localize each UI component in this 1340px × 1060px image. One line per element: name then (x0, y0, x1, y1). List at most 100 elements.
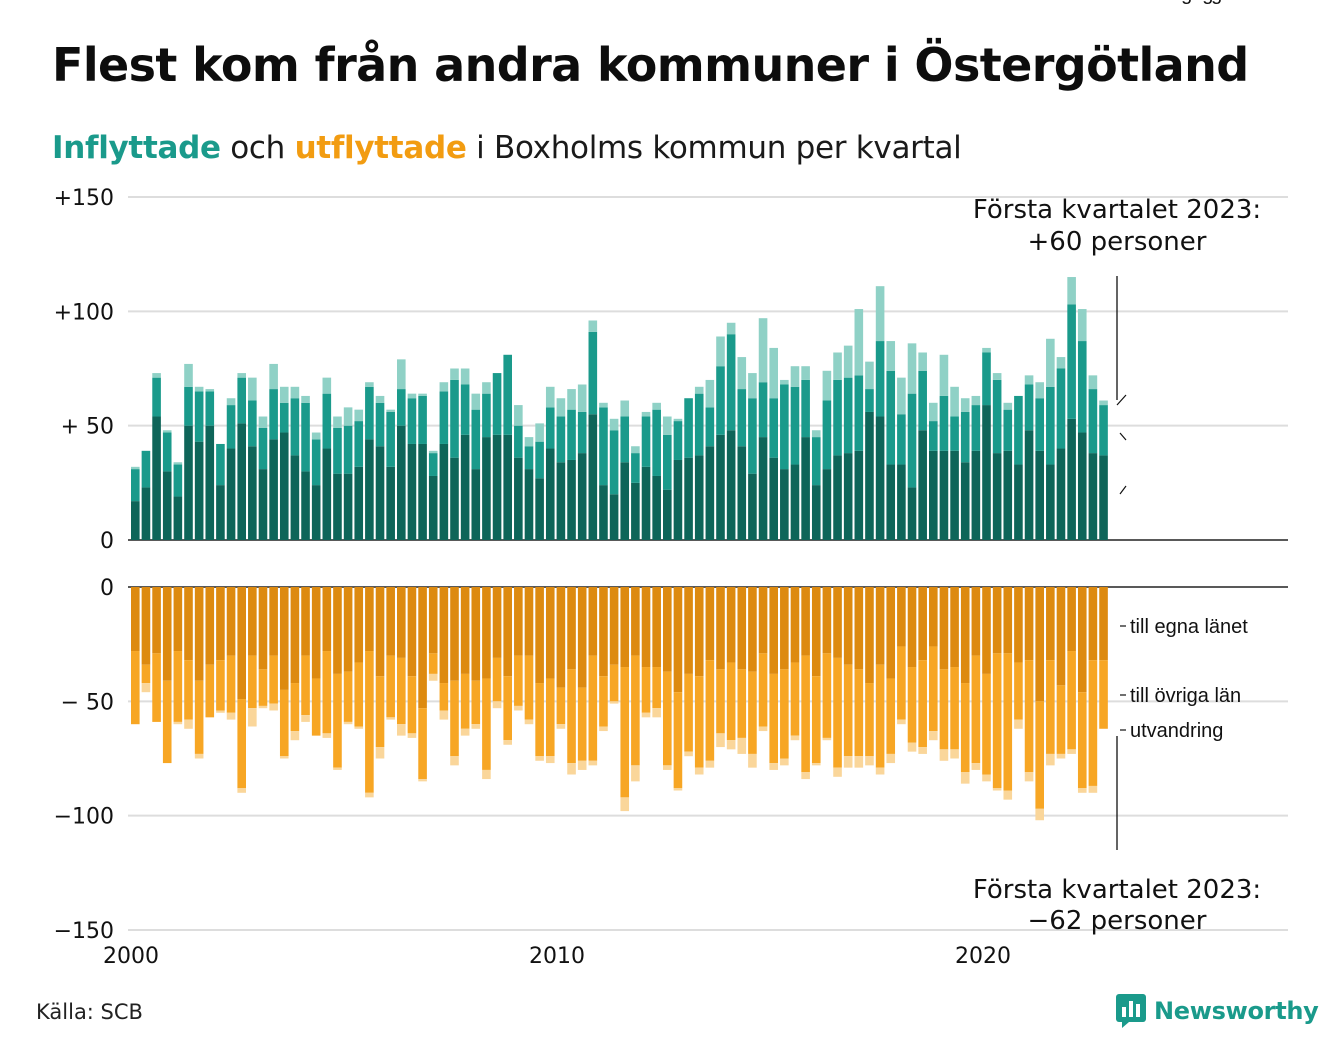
bar-in-0-82 (1003, 450, 1013, 540)
bar-out-0-13 (269, 587, 278, 656)
y-tick-bottom-1: − 50 (61, 690, 114, 715)
bar-out-0-64 (811, 587, 821, 677)
bar-in-2-27 (418, 393, 427, 396)
bar-in-0-26 (407, 443, 417, 540)
bar-out-1-64 (811, 676, 821, 764)
y-tick-bottom-3: −150 (54, 919, 114, 944)
bar-in-2-19 (333, 416, 342, 428)
bar-out-0-4 (173, 587, 183, 652)
bar-in-0-91 (1099, 455, 1108, 540)
bar-out-0-28 (428, 587, 438, 654)
bar-out-0-67 (843, 587, 853, 665)
bar-out-0-80 (982, 587, 991, 674)
bar-out-2-42 (577, 760, 587, 770)
bar-out-0-65 (822, 587, 832, 654)
bar-out-2-5 (184, 719, 193, 729)
bar-in-0-1 (141, 487, 151, 540)
bar-in-1-63 (801, 379, 810, 438)
bar-in-2-50 (663, 416, 672, 435)
bar-out-2-33 (482, 769, 491, 780)
bar-in-1-18 (322, 393, 332, 449)
bar-in-2-17 (311, 432, 321, 440)
bar-in-1-33 (482, 393, 491, 438)
bar-out-0-63 (801, 587, 810, 656)
bar-in-0-60 (769, 457, 778, 540)
bar-in-0-79 (971, 450, 981, 540)
bar-in-1-24 (386, 411, 395, 467)
bar-in-2-7 (205, 389, 215, 392)
bar-in-1-5 (184, 386, 193, 426)
bar-out-1-10 (237, 699, 246, 789)
bar-in-2-63 (801, 366, 810, 380)
bar-in-0-15 (290, 455, 300, 540)
bar-out-0-25 (397, 587, 406, 658)
bar-out-1-79 (971, 655, 981, 764)
bar-out-0-22 (365, 587, 374, 652)
bar-in-1-13 (269, 389, 278, 440)
bar-out-0-26 (407, 587, 417, 677)
bar-out-2-34 (492, 701, 502, 709)
bar-in-2-70 (875, 286, 885, 342)
bar-out-1-48 (641, 667, 651, 713)
bar-out-1-5 (184, 660, 193, 720)
bar-out-2-79 (971, 763, 981, 770)
bar-out-0-38 (535, 587, 544, 684)
bar-out-2-22 (365, 792, 374, 798)
bar-in-1-75 (929, 421, 938, 451)
bar-in-1-61 (780, 384, 789, 470)
bar-out-0-43 (588, 587, 598, 656)
bar-out-0-19 (333, 587, 342, 674)
bar-out-1-76 (939, 669, 949, 750)
bar-in-1-27 (418, 395, 427, 444)
bar-in-2-3 (162, 430, 172, 433)
bar-in-0-71 (886, 464, 896, 540)
bar-in-2-88 (1067, 277, 1076, 305)
bar-in-1-36 (514, 425, 523, 458)
bar-out-2-30 (450, 756, 459, 766)
bar-out-2-6 (194, 753, 204, 759)
bar-out-2-19 (333, 767, 342, 770)
bar-in-1-3 (162, 432, 172, 472)
bar-in-1-91 (1099, 405, 1108, 456)
bar-in-1-19 (333, 427, 342, 474)
y-tick-top-0: +150 (54, 186, 114, 211)
bar-in-1-57 (737, 389, 747, 447)
bar-in-2-66 (833, 352, 842, 380)
bar-in-2-36 (514, 405, 523, 426)
bar-in-1-64 (811, 437, 821, 486)
bar-in-0-70 (875, 416, 885, 540)
x-tick-2010: 2010 (529, 944, 585, 969)
bar-in-0-47 (631, 482, 640, 540)
x-tick-2020: 2020 (955, 944, 1011, 969)
bar-in-1-67 (843, 377, 853, 454)
bar-in-0-6 (194, 441, 204, 540)
bar-out-1-41 (567, 669, 576, 764)
bar-out-0-23 (375, 587, 385, 677)
bar-in-1-34 (492, 373, 502, 435)
bar-out-1-46 (620, 667, 630, 798)
bar-in-2-20 (343, 407, 353, 426)
bar-out-0-42 (577, 587, 587, 688)
bar-out-0-39 (545, 587, 555, 679)
bar-in-0-35 (503, 434, 512, 540)
bar-in-1-10 (237, 377, 246, 424)
bar-in-2-41 (567, 389, 576, 410)
bar-out-2-29 (439, 710, 449, 720)
bar-in-2-40 (556, 398, 566, 417)
bar-out-1-85 (1035, 701, 1044, 809)
bar-out-2-61 (780, 758, 789, 766)
bar-out-2-73 (907, 742, 917, 752)
bar-in-1-74 (918, 370, 927, 431)
bar-in-0-16 (301, 471, 310, 540)
bar-out-0-51 (673, 587, 683, 693)
bar-out-0-79 (971, 587, 981, 656)
bar-out-1-63 (801, 655, 810, 773)
bar-out-1-36 (514, 655, 523, 706)
bar-out-0-21 (354, 587, 364, 663)
bar-out-0-27 (418, 587, 427, 709)
bar-in-2-42 (577, 384, 587, 412)
bar-in-2-38 (535, 423, 544, 442)
bar-out-2-47 (631, 765, 640, 782)
bar-in-2-87 (1056, 357, 1066, 369)
bar-out-2-77 (950, 749, 959, 759)
